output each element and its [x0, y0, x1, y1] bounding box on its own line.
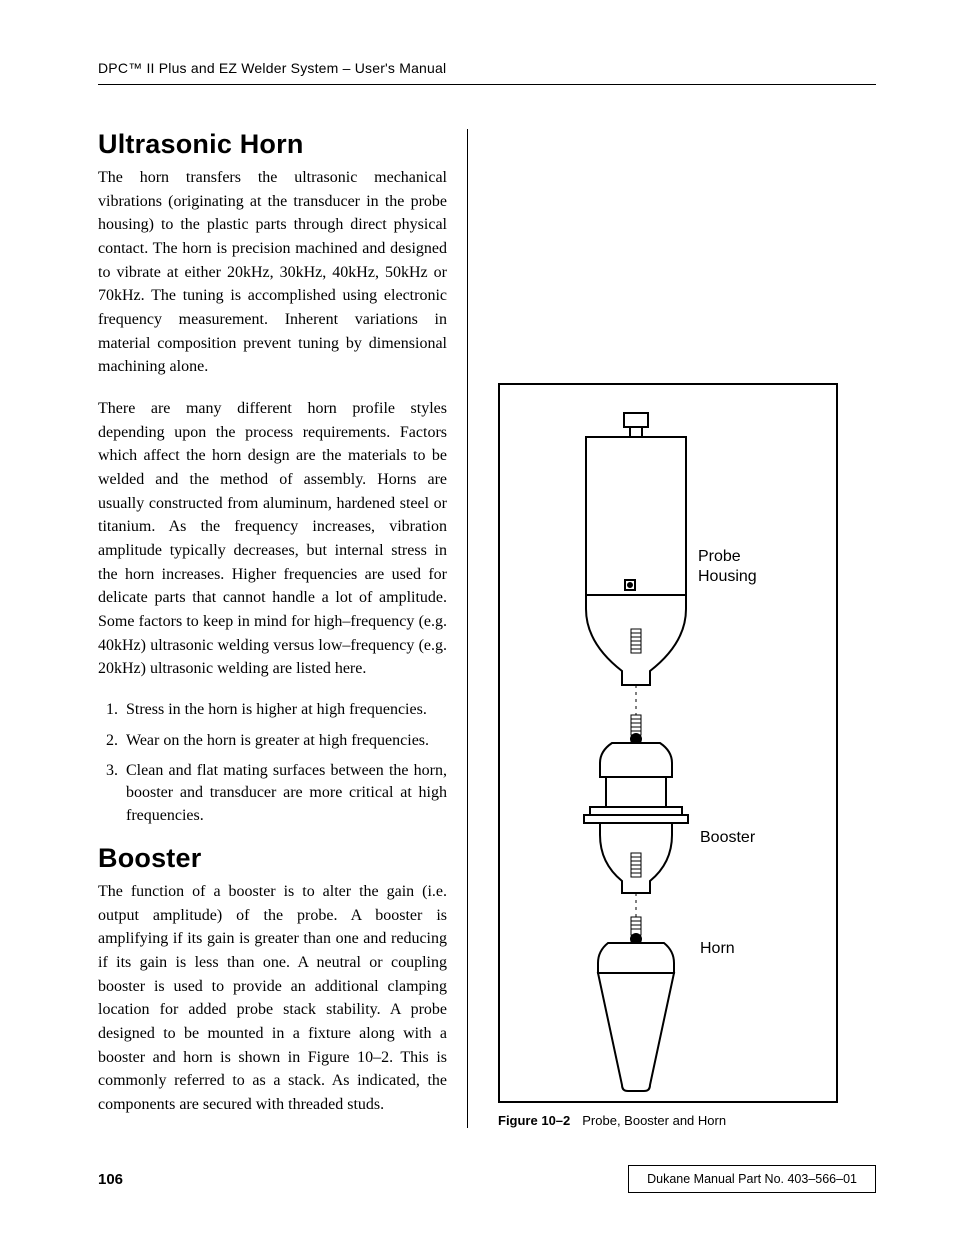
- horn-paragraph-1: The horn transfers the ultrasonic mechan…: [98, 166, 447, 379]
- heading-ultrasonic-horn: Ultrasonic Horn: [98, 129, 447, 160]
- running-header: DPC™ II Plus and EZ Welder System – User…: [98, 60, 876, 85]
- page-footer: 106 Dukane Manual Part No. 403–566–01: [98, 1165, 876, 1193]
- figure-caption: Figure 10–2 Probe, Booster and Horn: [498, 1113, 876, 1128]
- horn-factor-item: Stress in the horn is higher at high fre…: [122, 699, 447, 721]
- right-column: Probe Housing Booster Horn Figure 10–2 Pr…: [468, 129, 876, 1128]
- horn-factor-list: Stress in the horn is higher at high fre…: [98, 699, 447, 827]
- label-booster: Booster: [700, 828, 755, 848]
- horn-factor-item: Wear on the horn is greater at high freq…: [122, 730, 447, 752]
- horn-factor-item: Clean and flat mating surfaces between t…: [122, 760, 447, 827]
- part-number-box: Dukane Manual Part No. 403–566–01: [628, 1165, 876, 1193]
- booster-paragraph-1: The function of a booster is to alter th…: [98, 880, 447, 1117]
- horn-paragraph-2: There are many different horn profile st…: [98, 397, 447, 681]
- page-number: 106: [98, 1171, 123, 1188]
- figure-10-2: Probe Housing Booster Horn: [498, 383, 838, 1103]
- label-horn: Horn: [700, 939, 735, 959]
- label-probe-housing: Probe Housing: [698, 547, 757, 587]
- figure-number: Figure 10–2: [498, 1113, 570, 1128]
- left-column: Ultrasonic Horn The horn transfers the u…: [98, 129, 468, 1128]
- heading-booster: Booster: [98, 843, 447, 874]
- content-columns: Ultrasonic Horn The horn transfers the u…: [98, 129, 876, 1128]
- probe-stack-diagram-icon: [500, 385, 840, 1101]
- figure-title: Probe, Booster and Horn: [582, 1113, 726, 1128]
- page: DPC™ II Plus and EZ Welder System – User…: [0, 0, 954, 1235]
